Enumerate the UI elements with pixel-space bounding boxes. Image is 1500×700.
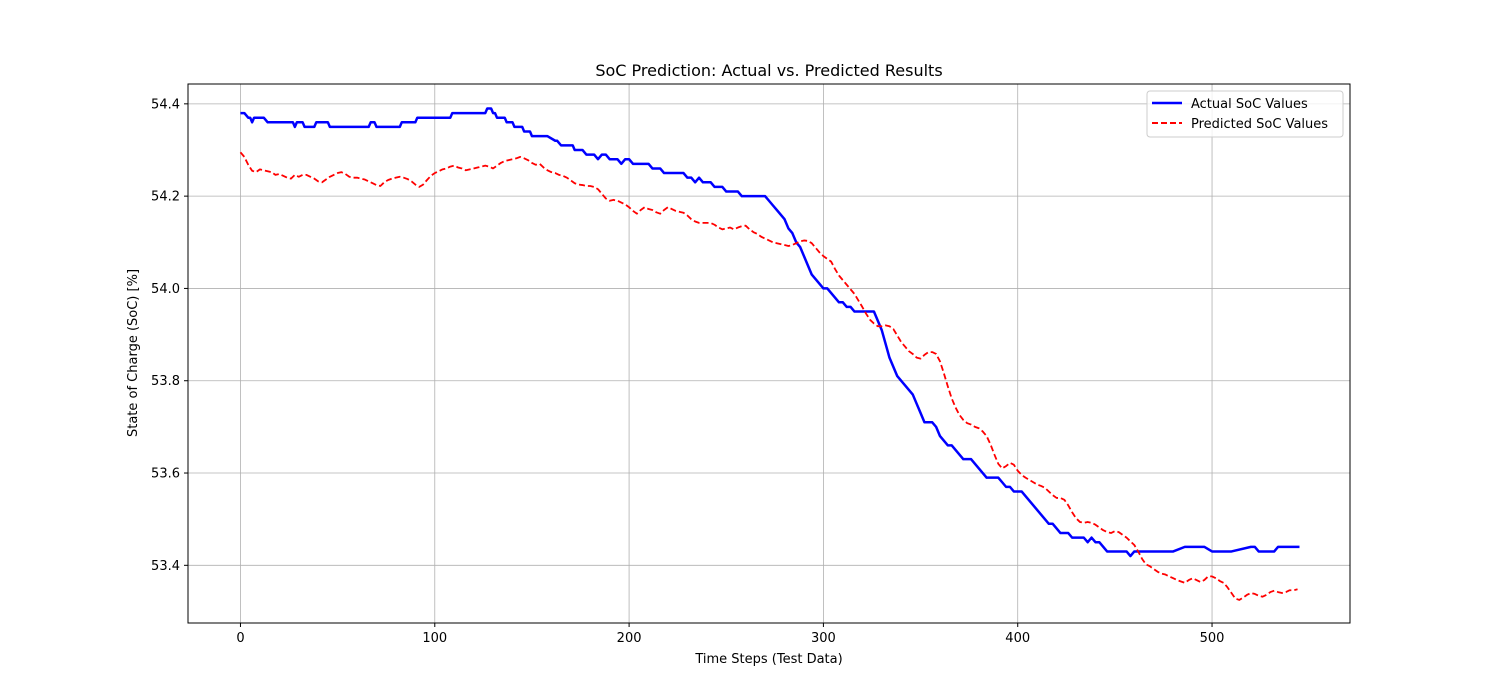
y-tick-label: 54.0 <box>151 282 180 297</box>
x-tick-label: 300 <box>811 631 836 646</box>
y-tick-label: 54.4 <box>151 97 180 112</box>
series-layer <box>239 107 1300 601</box>
x-tick-label: 500 <box>1200 631 1225 646</box>
legend: Actual SoC Values Predicted SoC Values <box>1146 90 1344 138</box>
x-tick-label: 0 <box>236 631 244 646</box>
actual-soc-line <box>240 107 1300 558</box>
x-tick-label: 400 <box>1005 631 1030 646</box>
y-tick-label: 53.6 <box>151 467 180 482</box>
x-axis-ticks: 0 100 200 300 400 500 <box>236 623 1224 646</box>
y-tick-label: 53.8 <box>151 374 180 389</box>
grid <box>188 84 1350 623</box>
chart-title: SoC Prediction: Actual vs. Predicted Res… <box>595 61 942 80</box>
legend-frame <box>1146 90 1344 138</box>
x-axis-label: Time Steps (Test Data) <box>694 652 842 667</box>
x-tick-label: 200 <box>617 631 642 646</box>
y-tick-label: 54.2 <box>151 190 180 205</box>
plot-frame <box>187 83 1351 624</box>
y-axis-label: State of Charge (SoC) [%] <box>126 269 141 437</box>
x-tick-label: 100 <box>422 631 447 646</box>
legend-predicted-label: Predicted SoC Values <box>1191 117 1328 132</box>
y-tick-label: 53.4 <box>151 559 180 574</box>
plot-area <box>188 84 1350 623</box>
predicted-soc-line <box>239 151 1298 601</box>
legend-actual-label: Actual SoC Values <box>1191 97 1308 112</box>
y-axis-ticks: 53.4 53.6 53.8 54.0 54.2 54.4 <box>151 97 188 574</box>
